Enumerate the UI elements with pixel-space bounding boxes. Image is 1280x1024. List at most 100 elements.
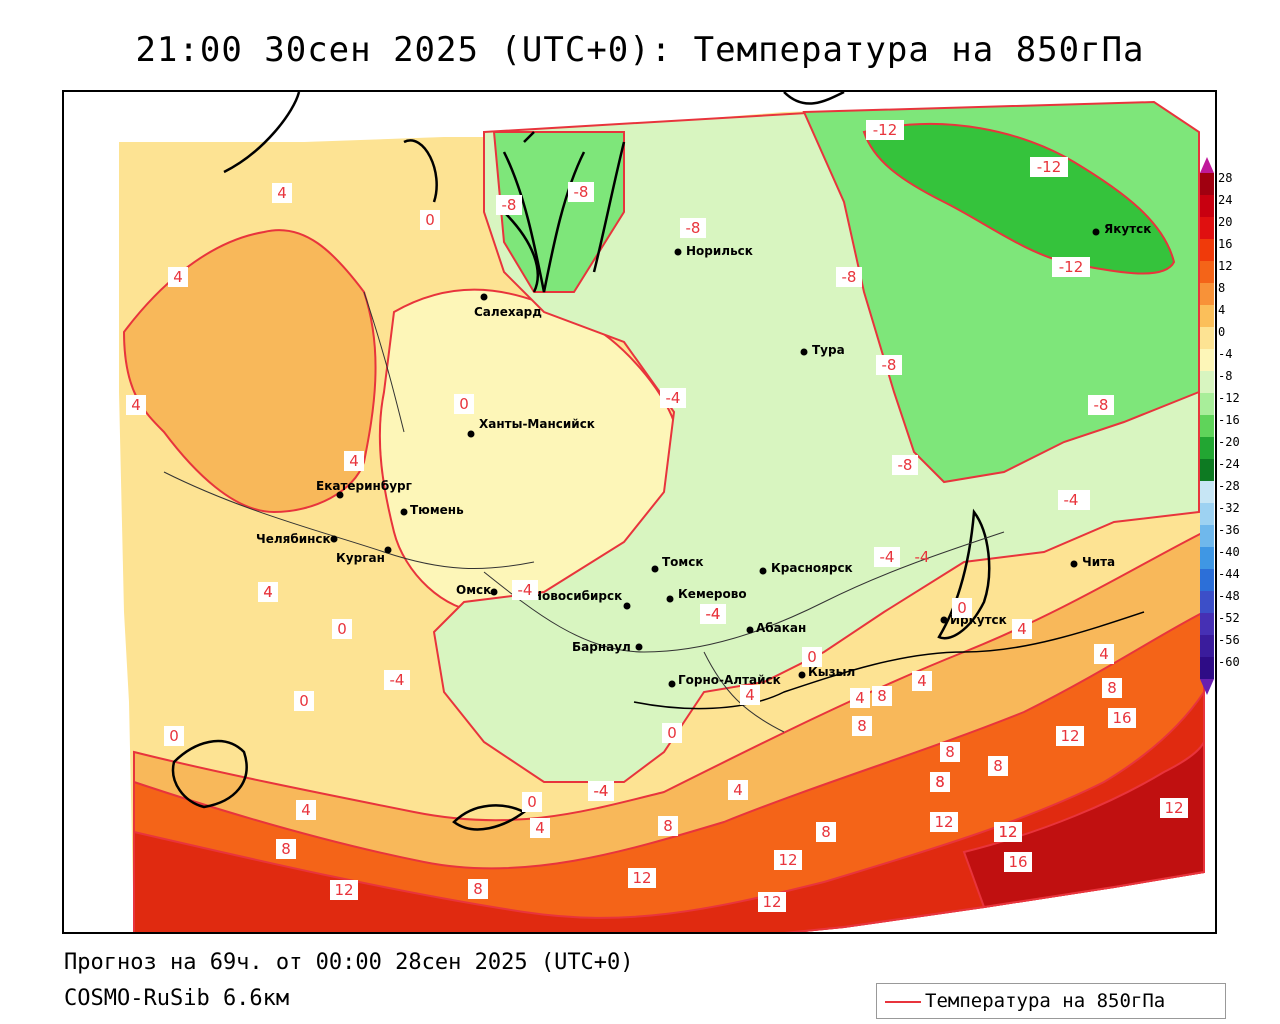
isoline-label: 4 <box>850 688 870 708</box>
city-khanty-mansiysk[interactable]: Ханты-Мансийск <box>467 417 595 438</box>
isoline-label: 8 <box>988 756 1008 776</box>
colorbar-tick-label: -12 <box>1218 391 1240 405</box>
colorbar-tick-label: -48 <box>1218 589 1240 603</box>
svg-text:-4: -4 <box>390 671 405 689</box>
city-chita[interactable]: Чита <box>1070 555 1116 569</box>
colorbar-tick-label: -16 <box>1218 413 1240 427</box>
svg-text:0: 0 <box>957 599 967 617</box>
isoline-label: -4 <box>706 605 721 623</box>
city-label: Норильск <box>686 244 753 258</box>
city-abakan[interactable]: Абакан <box>746 621 807 635</box>
isoline-label: -4 <box>512 580 538 600</box>
svg-text:-8: -8 <box>1094 396 1109 414</box>
svg-text:-12: -12 <box>1037 158 1062 176</box>
isoline-label: 12 <box>998 823 1017 841</box>
city-kyzyl[interactable]: Кызыл <box>798 665 856 679</box>
isoline-label: -8 <box>876 355 902 375</box>
isoline-label: -12 <box>1052 257 1090 277</box>
isoline-label: 8 <box>872 686 892 706</box>
colorbar-cell <box>1200 283 1214 305</box>
forecast-info: Прогноз на 69ч. от 00:00 28сен 2025 (UTC… <box>64 950 634 975</box>
svg-text:8: 8 <box>877 687 887 705</box>
colorbar-cell <box>1200 437 1214 459</box>
svg-text:-12: -12 <box>873 121 898 139</box>
city-label: Якутск <box>1104 222 1151 236</box>
city-chelyabinsk[interactable]: Челябинск <box>256 532 338 546</box>
colorbar-cell <box>1200 195 1214 217</box>
isoline-label: 12 <box>330 880 358 900</box>
city-label: Абакан <box>756 621 806 635</box>
svg-text:-4: -4 <box>706 605 721 623</box>
colorbar-cell <box>1200 349 1214 371</box>
zone-minus12-north <box>492 131 625 293</box>
colorbar-cells <box>1200 157 1214 695</box>
isoline-label: 8 <box>816 822 836 842</box>
svg-text:-8: -8 <box>686 219 701 237</box>
svg-text:4: 4 <box>917 672 927 690</box>
city-tura[interactable]: Тура <box>800 343 845 357</box>
svg-text:-4: -4 <box>594 782 609 800</box>
colorbar-tick-label: -44 <box>1218 567 1240 581</box>
city-irkutsk[interactable]: Иркутск <box>940 613 1007 627</box>
isoline-label: 4 <box>344 451 364 471</box>
svg-text:8: 8 <box>663 817 673 835</box>
isoline-label: -4 <box>874 547 900 567</box>
svg-text:0: 0 <box>459 395 469 413</box>
city-label: Омск <box>456 583 491 597</box>
isoline-label: -4 <box>700 604 726 624</box>
colorbar-cell <box>1200 239 1214 261</box>
balkhash-coast <box>452 804 527 831</box>
isoline-label: 12 <box>628 868 656 888</box>
isoline-label: 0 <box>332 619 352 639</box>
city-yakutsk[interactable]: Якутск <box>1092 222 1152 236</box>
city-label: Горно-Алтайск <box>678 673 781 687</box>
colorbar-labels: 28 24 20 16 12 8 4 0 -4 -8 -12 -16 -20 -24 -28 -32 -36 -4… <box>1218 171 1240 669</box>
isoline-label: 8 <box>276 839 296 859</box>
svg-text:-4: -4 <box>706 605 721 623</box>
svg-text:-8: -8 <box>882 356 897 374</box>
isoline-label: 0 <box>952 598 972 618</box>
isoline-label: 4 <box>272 183 292 203</box>
city-barnaul[interactable]: Барнаул <box>572 640 643 654</box>
city-kemerovo[interactable]: Кемерово <box>666 587 747 603</box>
colorbar-tick-label: 0 <box>1218 325 1225 339</box>
isoline-label: -4 <box>384 670 410 690</box>
colorbar-cell <box>1200 481 1214 503</box>
svg-text:4: 4 <box>1017 620 1027 638</box>
city-tomsk[interactable]: Томск <box>651 555 704 573</box>
isoline-label: 12 <box>774 850 802 870</box>
colorbar-cell <box>1200 547 1214 569</box>
city-norilsk[interactable]: Норильск <box>674 244 753 258</box>
colorbar-cell <box>1200 635 1214 657</box>
city-yekaterinburg[interactable]: Екатеринбург <box>316 479 412 499</box>
city-tyumen[interactable]: Тюмень <box>400 503 465 517</box>
city-krasnoyarsk[interactable]: Красноярск <box>759 561 853 575</box>
city-kurgan[interactable]: Курган <box>336 546 392 566</box>
svg-text:12: 12 <box>934 813 953 831</box>
svg-text:-12: -12 <box>1059 258 1084 276</box>
colorbar-cell <box>1200 173 1214 195</box>
isoline-label: -4 <box>1058 490 1084 510</box>
colorbar-cell <box>1200 415 1214 437</box>
svg-text:8: 8 <box>935 773 945 791</box>
isoline-label: 4 <box>530 818 550 838</box>
colorbar-cell <box>1200 613 1214 635</box>
isoline-label: 4 <box>1094 644 1114 664</box>
zone-minus12 <box>862 122 1176 275</box>
baikal-coast <box>937 508 991 640</box>
city-gorno-altaysk[interactable]: Горно-Алтайск <box>668 673 781 688</box>
colorbar-tick-label: 12 <box>1218 259 1232 273</box>
svg-text:8: 8 <box>281 840 291 858</box>
svg-text:0: 0 <box>299 692 309 710</box>
svg-text:-8: -8 <box>898 456 913 474</box>
city-salekhard[interactable]: Салехард <box>474 293 542 320</box>
svg-text:12: 12 <box>762 893 781 911</box>
svg-text:0: 0 <box>807 648 817 666</box>
city-omsk[interactable]: Омск <box>456 583 498 597</box>
colorbar-tick-label: -36 <box>1218 523 1240 537</box>
colorbar-bottom-arrow <box>1200 679 1214 695</box>
colorbar-tick-label: 28 <box>1218 171 1232 185</box>
legend-line-swatch <box>885 1001 921 1003</box>
city-novosibirsk[interactable]: Новосибирск <box>532 589 631 610</box>
colorbar-cell <box>1200 261 1214 283</box>
